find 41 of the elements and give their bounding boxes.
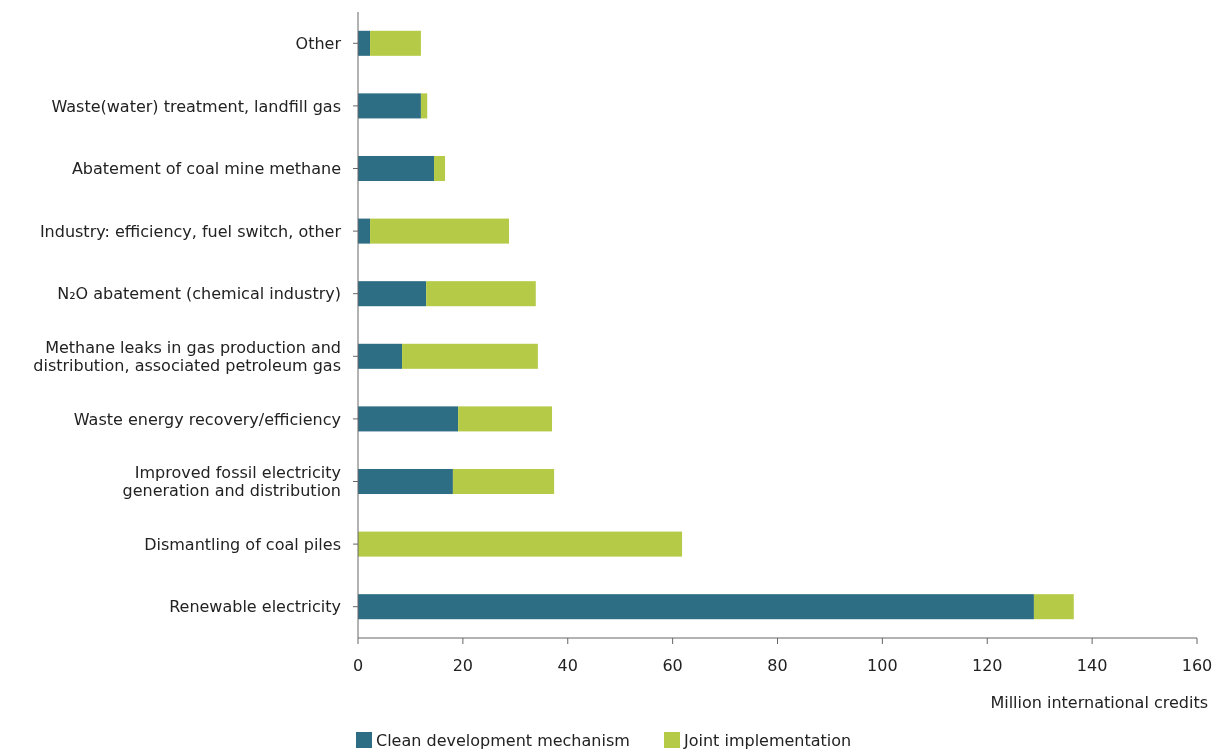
x-tick-label: 120	[971, 656, 1003, 675]
bar	[358, 30, 371, 56]
y-tick-label: Renewable electricity	[169, 597, 341, 617]
legend-label: Joint implementation	[683, 731, 852, 750]
bar	[370, 218, 510, 244]
y-tick-label: Dismantling of coal piles	[144, 534, 341, 554]
x-tick-label: 60	[662, 656, 683, 675]
bar	[358, 406, 459, 432]
bar	[358, 594, 1034, 620]
bar	[358, 281, 427, 307]
bar	[402, 343, 538, 369]
x-tick-label: 20	[452, 656, 474, 675]
x-tick-label: 0	[352, 656, 364, 675]
y-tick-label: Waste energy recovery/efficiency	[73, 409, 341, 429]
bar	[370, 30, 421, 56]
bar	[1033, 594, 1074, 620]
bar	[358, 531, 683, 557]
bar	[434, 155, 446, 182]
y-tick-label: Methane leaks in gas production and distribution, associated petroleum gas	[33, 338, 341, 375]
y-tick-label: Industry: efficiency, fuel switch, other	[39, 221, 342, 241]
x-tick-label: 160	[1181, 656, 1213, 675]
bar	[420, 93, 428, 119]
y-tick-label: Waste(water) treatment, landfill gas	[51, 96, 341, 116]
bar	[358, 343, 403, 369]
bar	[452, 468, 555, 495]
y-tick-label: Abatement of coal mine methane	[71, 159, 341, 179]
x-axis-title: Million international credits	[990, 693, 1208, 712]
bar	[426, 281, 536, 307]
bar	[358, 218, 371, 244]
bar	[358, 93, 421, 119]
legend-label: Clean development mechanism	[376, 731, 630, 750]
y-tick-label: Improved fossil electricity generation and distribution	[122, 463, 341, 500]
bar	[458, 406, 553, 432]
bar	[358, 468, 453, 495]
x-tick-label: 80	[767, 656, 788, 675]
x-tick-label: 100	[867, 656, 898, 675]
y-tick-label: Other	[295, 33, 342, 53]
x-tick-label: 140	[1076, 656, 1108, 675]
x-tick-label: 40	[557, 656, 578, 675]
y-tick-label: N₂O abatement (chemical industry)	[57, 284, 341, 304]
bar	[358, 155, 435, 182]
